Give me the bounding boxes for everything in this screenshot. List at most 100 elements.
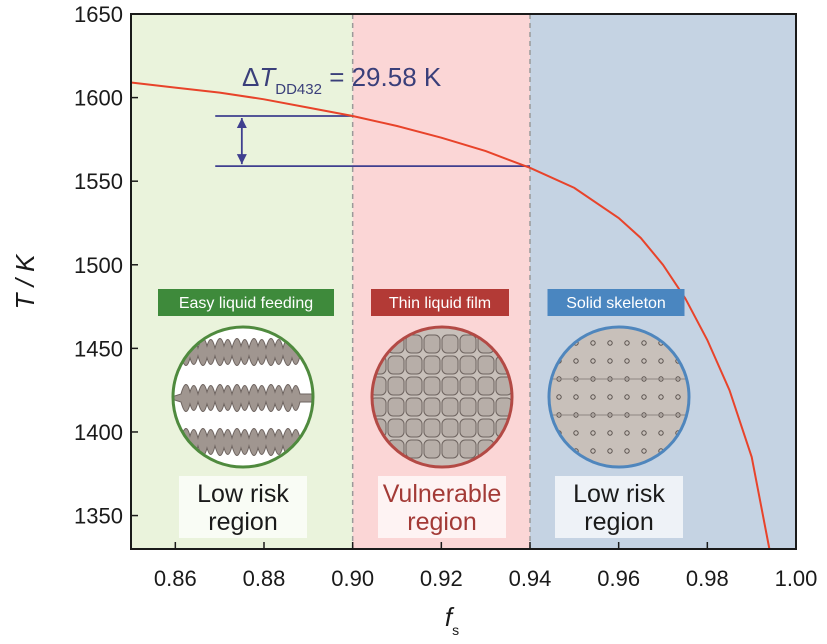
solid-pore — [658, 430, 664, 436]
delta-t-lines — [215, 115, 530, 168]
t-symbol: T — [259, 62, 277, 92]
solid-pore — [624, 448, 630, 454]
solid-pore — [658, 358, 664, 364]
liquid-film-cell — [405, 439, 423, 459]
liquid-film-cell — [423, 418, 441, 438]
solid-pore — [641, 394, 647, 400]
liquid-film-cell — [387, 397, 405, 417]
solid-pore — [624, 394, 630, 400]
badge-label-1: Thin liquid film — [389, 295, 491, 312]
liquid-film-cell — [441, 334, 459, 354]
solid-pore — [590, 340, 596, 346]
solid-pore — [624, 358, 630, 364]
liquid-film-cell — [477, 397, 495, 417]
x-tick-label: 0.92 — [420, 566, 463, 591]
y-tick-label: 1650 — [74, 2, 123, 27]
solid-pore — [641, 448, 647, 454]
delta-t-value: = 29.58 K — [322, 62, 442, 92]
delta-t-annotation: ΔTDD432 = 29.58 K — [242, 62, 442, 98]
badge-0 — [158, 289, 334, 316]
liquid-film-cell — [459, 334, 477, 354]
x-tick-label: 0.98 — [686, 566, 729, 591]
x-axis-title: fs — [445, 602, 459, 638]
y-tick-label: 1400 — [74, 420, 123, 445]
liquid-film-cell — [441, 376, 459, 396]
region-label-line2-1: region — [407, 508, 477, 536]
liquid-film-cell — [459, 439, 477, 459]
solid-pore — [607, 394, 613, 400]
x-tick-label: 0.88 — [243, 566, 286, 591]
y-tick-label: 1600 — [74, 86, 123, 111]
region-label-box-1 — [378, 476, 506, 538]
liquid-film-cell — [459, 376, 477, 396]
region-2-background — [530, 14, 796, 549]
solid-pore — [607, 340, 613, 346]
x-axis-title-main: f — [445, 602, 455, 632]
y-axis-title-symbol: T — [10, 291, 40, 309]
region-label-line2-0: region — [208, 508, 278, 536]
liquid-film-cell — [387, 376, 405, 396]
liquid-film-cell — [405, 376, 423, 396]
solid-pore — [607, 358, 613, 364]
liquid-film-cell — [477, 355, 495, 375]
solid-pore — [641, 430, 647, 436]
liquid-film-cell — [441, 439, 459, 459]
liquid-film-cell — [459, 355, 477, 375]
y-axis-ticks: 1350 1400 1450 1500 1550 1600 1650 — [74, 2, 138, 529]
solid-pore — [675, 394, 681, 400]
dd432-subscript: DD432 — [275, 81, 322, 98]
delta-arrow-head-up — [236, 117, 247, 128]
microstructure-circle-border-2 — [547, 325, 691, 469]
microstructure-circle-2 — [549, 327, 689, 467]
solid-pore — [573, 430, 579, 436]
liquid-film-cell — [459, 418, 477, 438]
liquid-film-cell — [477, 376, 495, 396]
x-axis-title-sub: s — [452, 622, 459, 638]
region-label-line1-2: Low risk — [573, 480, 665, 508]
x-tick-label: 0.90 — [331, 566, 374, 591]
liquid-film-cell — [441, 355, 459, 375]
liquid-film-cell — [477, 418, 495, 438]
y-tick-label: 1550 — [74, 169, 123, 194]
dendrite-arm — [173, 338, 313, 366]
liquid-film-cell — [423, 439, 441, 459]
liquid-film-cell — [405, 397, 423, 417]
illustrations-layer — [171, 325, 691, 469]
liquid-film-cell — [405, 355, 423, 375]
x-tick-label: 1.00 — [775, 566, 818, 591]
liquid-film-cell — [459, 397, 477, 417]
solid-pore — [590, 358, 596, 364]
region-label-box-2 — [555, 476, 683, 538]
y-axis-title: T / K — [10, 253, 40, 310]
liquid-film-cell — [423, 355, 441, 375]
liquid-film-cell — [441, 418, 459, 438]
region-dividers — [351, 14, 531, 549]
badge-1 — [371, 289, 509, 316]
dendrite-arm — [173, 384, 313, 412]
liquid-film-cell — [495, 376, 512, 396]
y-tick-label: 1350 — [74, 504, 123, 529]
region-label-box-0 — [179, 476, 307, 538]
solid-pore — [658, 394, 664, 400]
region-1-background — [352, 14, 530, 549]
solid-pore — [641, 340, 647, 346]
liquid-film-cell — [405, 418, 423, 438]
x-tick-label: 0.86 — [154, 566, 197, 591]
liquid-film-cell — [495, 397, 512, 417]
y-tick-label: 1450 — [74, 336, 123, 361]
solid-pore — [590, 448, 596, 454]
solid-pore — [607, 448, 613, 454]
liquid-film-cell — [387, 418, 405, 438]
plot-frame — [130, 13, 797, 550]
badge-2 — [547, 289, 685, 316]
region-label-line2-2: region — [584, 508, 654, 536]
temperature-curve — [130, 81, 771, 550]
region-label-line1-1: Vulnerable — [383, 480, 502, 508]
solid-pore — [573, 394, 579, 400]
badge-label-0: Easy liquid feeding — [179, 295, 313, 312]
liquid-film-cell — [423, 334, 441, 354]
solid-pore — [590, 430, 596, 436]
solid-pore — [573, 358, 579, 364]
solid-pore — [624, 430, 630, 436]
